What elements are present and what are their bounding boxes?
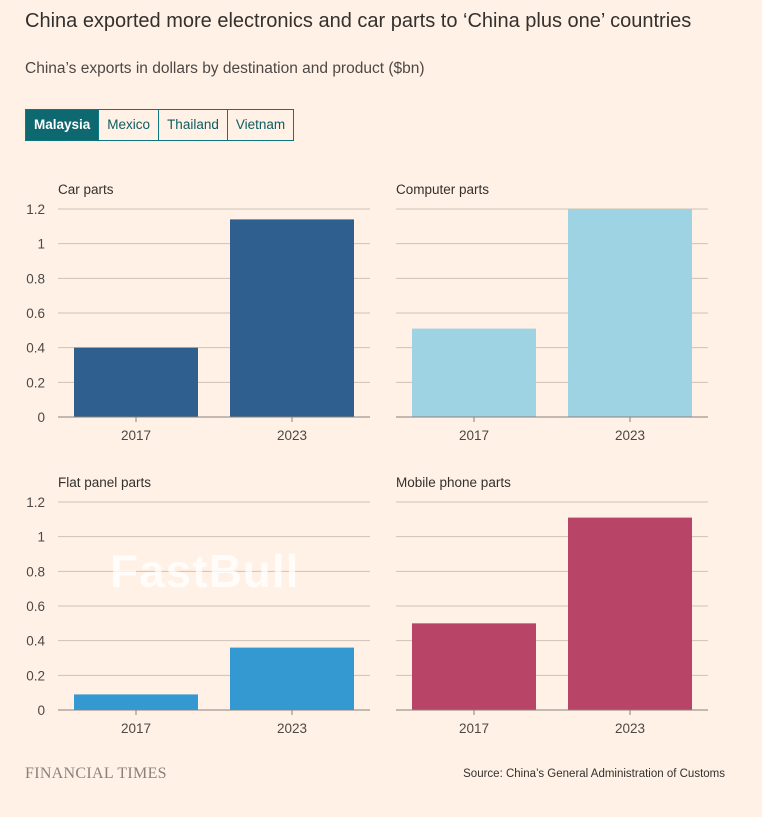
y-tick-label: 0.4 — [26, 341, 45, 356]
bar-2017 — [412, 328, 536, 417]
tab-thailand[interactable]: Thailand — [158, 110, 227, 140]
chart-subtitle: China’s exports in dollars by destinatio… — [25, 60, 425, 77]
x-tick-label: 2023 — [615, 721, 645, 736]
y-tick-label: 0.2 — [26, 668, 45, 683]
tab-malaysia[interactable]: Malaysia — [26, 110, 99, 140]
y-tick-label: 0.6 — [26, 306, 45, 321]
tab-mexico[interactable]: Mexico — [98, 110, 158, 140]
y-tick-label: 0 — [37, 703, 45, 718]
y-tick-label: 1 — [37, 237, 45, 252]
country-tabs: Malaysia Mexico Thailand Vietnam — [25, 109, 295, 141]
bar-2023 — [568, 517, 692, 710]
x-tick-label: 2017 — [459, 428, 489, 443]
x-tick-label: 2023 — [277, 428, 307, 443]
ft-logo: FINANCIAL TIMES — [25, 765, 167, 782]
source-note: Source: China’s General Administration o… — [463, 768, 725, 780]
x-tick-label: 2017 — [121, 721, 151, 736]
bar-2017 — [412, 623, 536, 710]
tab-vietnam[interactable]: Vietnam — [226, 110, 293, 140]
bar-2017 — [74, 694, 198, 710]
x-tick-label: 2023 — [615, 428, 645, 443]
y-tick-label: 1.2 — [26, 202, 45, 217]
bar-2023 — [568, 209, 692, 417]
y-tick-label: 1.2 — [26, 495, 45, 510]
y-tick-label: 0.2 — [26, 375, 45, 390]
watermark: FastBull — [110, 545, 300, 597]
bar-2023 — [230, 219, 354, 417]
panel-title: Flat panel parts — [58, 475, 151, 490]
x-tick-label: 2023 — [277, 721, 307, 736]
panel-title: Mobile phone parts — [396, 475, 511, 490]
bar-2023 — [230, 647, 354, 710]
y-tick-label: 0.4 — [26, 634, 45, 649]
y-tick-label: 0.8 — [26, 564, 45, 579]
y-tick-label: 1 — [37, 530, 45, 545]
y-tick-label: 0.6 — [26, 599, 45, 614]
x-tick-label: 2017 — [121, 428, 151, 443]
x-tick-label: 2017 — [459, 721, 489, 736]
chart-title: China exported more electronics and car … — [25, 10, 692, 32]
bar-2017 — [74, 347, 198, 417]
panel-title: Car parts — [58, 182, 114, 197]
y-tick-label: 0 — [37, 410, 45, 425]
panel-title: Computer parts — [396, 182, 489, 197]
y-tick-label: 0.8 — [26, 271, 45, 286]
